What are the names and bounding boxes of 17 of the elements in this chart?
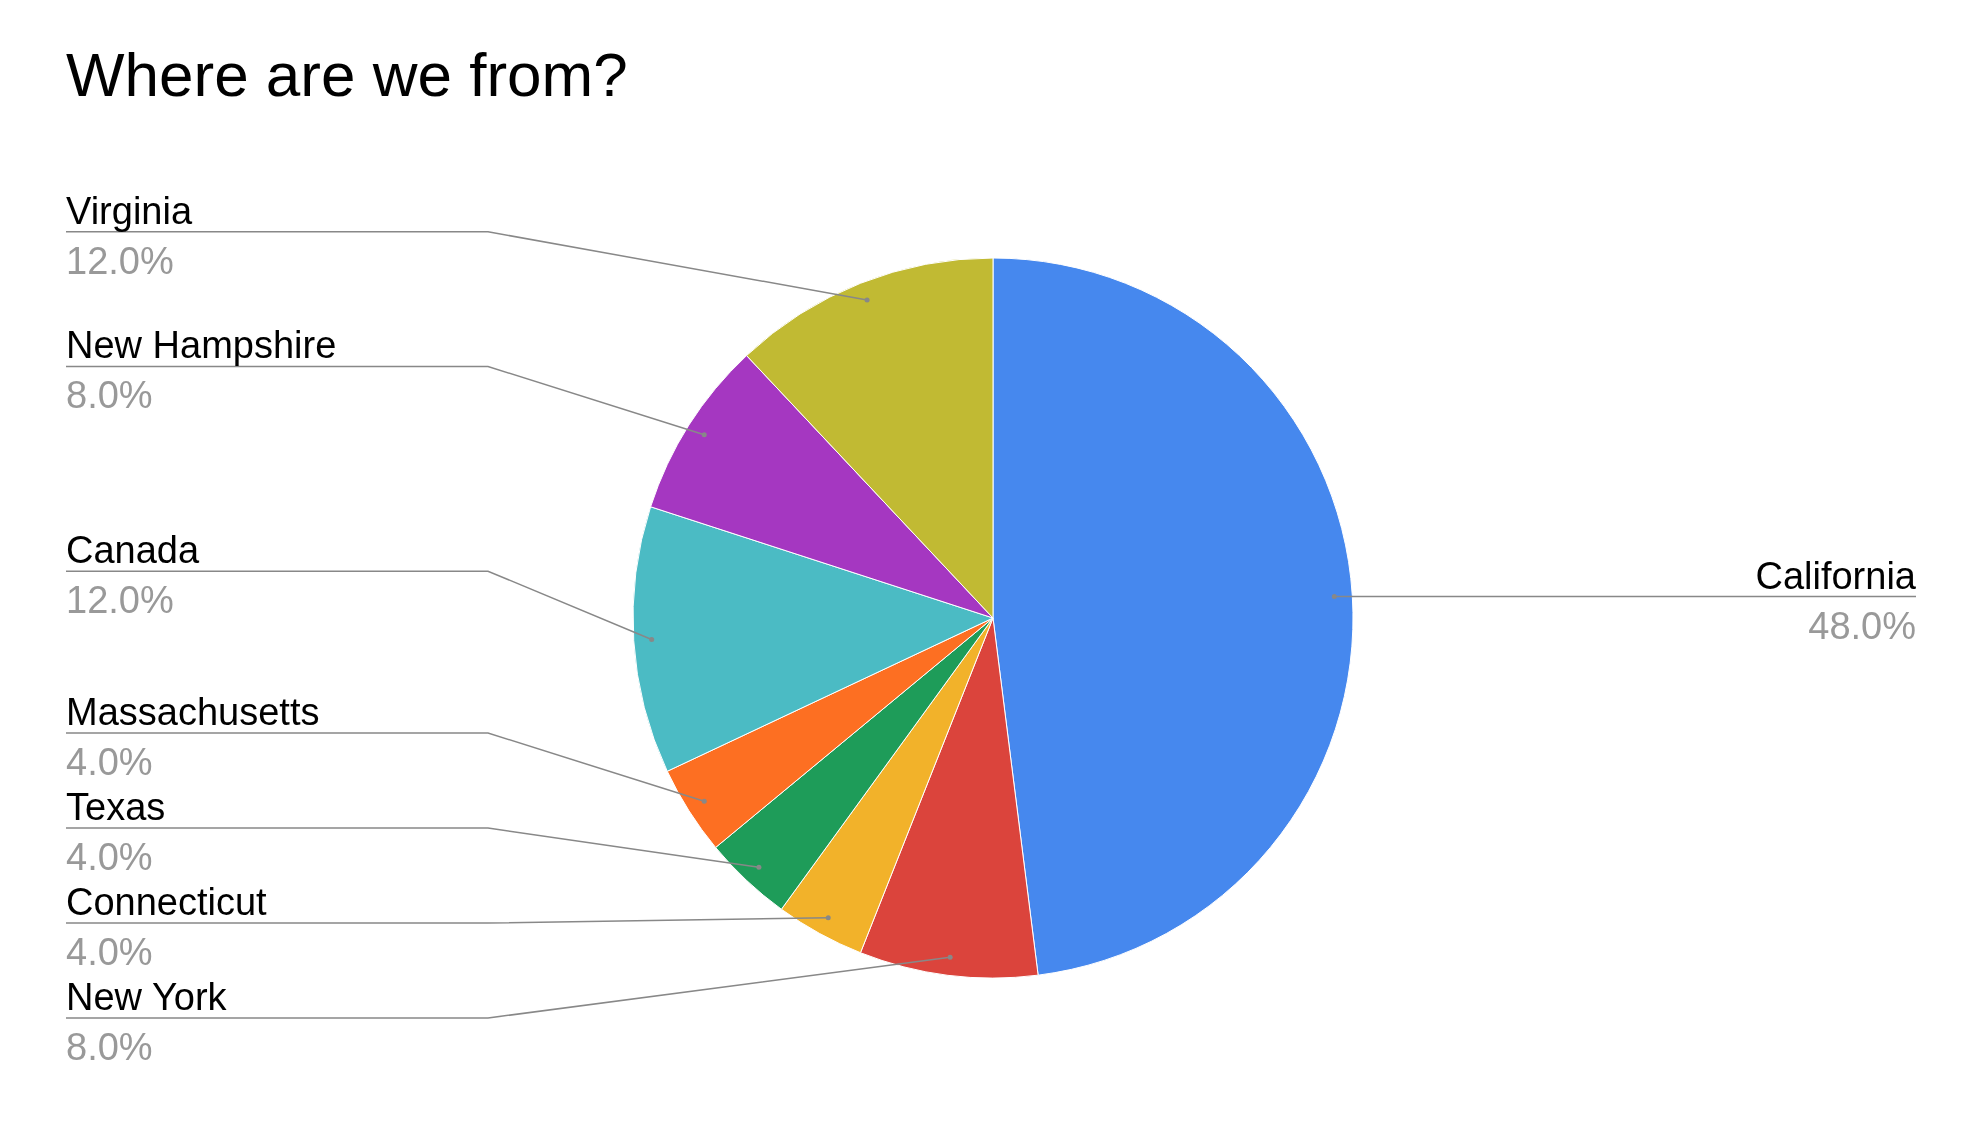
data-label: 12.0% [66, 239, 174, 282]
slice-label: Texas [66, 786, 166, 828]
slice-label: New Hampshire [66, 324, 337, 367]
data-label: 4.0% [66, 741, 153, 783]
slice-label: Virginia [66, 189, 193, 232]
data-label: 8.0% [66, 1026, 153, 1068]
slice-label: New York [66, 976, 228, 1018]
data-label: 48.0% [1808, 604, 1916, 647]
data-label: 8.0% [66, 374, 153, 417]
data-label: 4.0% [66, 836, 153, 878]
data-label: 12.0% [66, 579, 174, 622]
slice-label: Massachusetts [66, 691, 320, 733]
slice-label: Connecticut [66, 881, 268, 923]
chart-title: Where are we from? [66, 40, 628, 109]
data-label: 4.0% [66, 931, 153, 973]
slice-label: California [1755, 554, 1917, 597]
slice-label: Canada [66, 529, 200, 572]
